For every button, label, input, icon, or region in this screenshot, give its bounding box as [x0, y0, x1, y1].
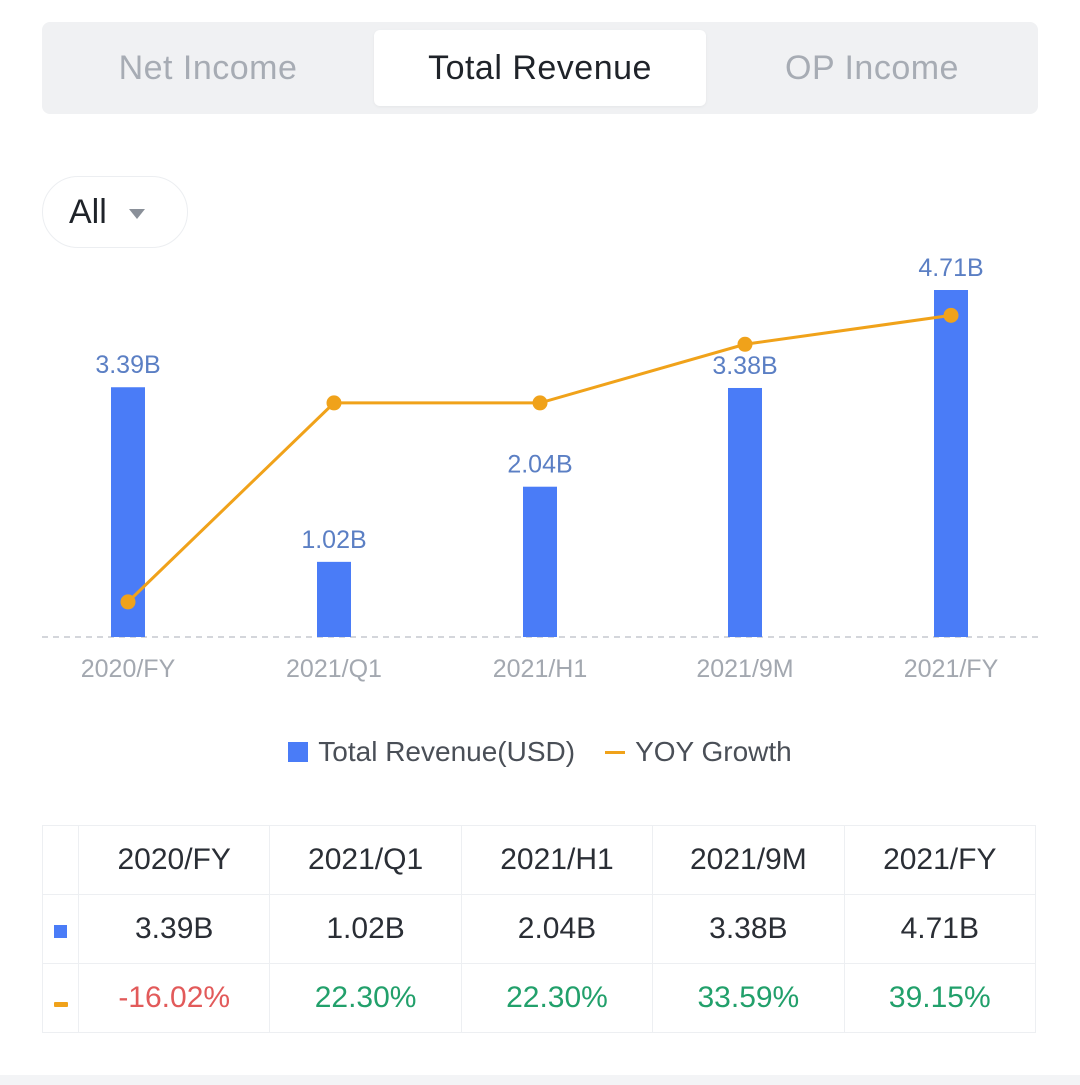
bar-2021-q1[interactable]: [317, 561, 351, 637]
bar-label-2020-fy: 3.39B: [95, 351, 160, 379]
table-header-cell: 2021/9M: [652, 825, 845, 895]
table-cell: 33.59%: [652, 963, 845, 1033]
tab-total-revenue[interactable]: Total Revenue: [374, 30, 706, 106]
bar-label-2021-q1: 1.02B: [301, 526, 366, 554]
bar-2021-h1[interactable]: [523, 486, 557, 637]
yoy-point-2021-q1[interactable]: [326, 395, 342, 411]
table-header-row: 2020/FY 2021/Q1 2021/H1 2021/9M 2021/FY: [42, 825, 1037, 895]
table-cell: 22.30%: [460, 963, 654, 1033]
table-cell: 2.04B: [460, 894, 654, 964]
chart-legend: Total Revenue(USD) YOY Growth: [0, 730, 1080, 774]
yoy-point-2020-fy[interactable]: [120, 594, 136, 610]
yoy-point-2021-fy[interactable]: [943, 307, 959, 323]
legend-item-yoy[interactable]: YOY Growth: [589, 736, 792, 768]
x-tick-label-2021-q1: 2021/Q1: [286, 655, 382, 683]
caret-down-icon: [128, 209, 145, 219]
table-cell: 3.39B: [77, 894, 271, 964]
table-row-revenue: 3.39B 1.02B 2.04B 3.38B 4.71B: [42, 894, 1037, 964]
x-tick-label-2021-9m: 2021/9M: [696, 655, 793, 683]
bar-label-2021-9m: 3.38B: [712, 352, 777, 380]
tab-op-income[interactable]: OP Income: [785, 48, 959, 87]
legend-swatch-revenue: [288, 742, 309, 762]
table-cell: 22.30%: [269, 963, 462, 1033]
bar-label-2021-fy: 4.71B: [918, 254, 983, 282]
bar-label-2021-h1: 2.04B: [507, 451, 572, 479]
yoy-point-2021-9m[interactable]: [737, 336, 753, 352]
table-cell: 4.71B: [843, 894, 1037, 964]
table-corner-cell: [42, 825, 79, 895]
x-tick-label-2020-fy: 2020/FY: [81, 655, 176, 683]
bar-2021-fy[interactable]: [934, 290, 968, 637]
legend-item-revenue[interactable]: Total Revenue(USD): [288, 736, 575, 768]
table-cell: -16.02%: [77, 963, 271, 1033]
table-header-cell: 2021/Q1: [269, 825, 462, 895]
bottom-divider: [0, 1075, 1080, 1085]
table-cell: 3.38B: [652, 894, 845, 964]
table-cell: 39.15%: [843, 963, 1037, 1033]
table-header-cell: 2020/FY: [77, 825, 271, 895]
table-header-cell: 2021/FY: [843, 825, 1037, 895]
revenue-chart: 3.39B 1.02B 2.04B 3.38B 4.71B 2020/FY 2021/Q1…: [42, 254, 1038, 683]
table-header-cell: 2021/H1: [460, 825, 654, 895]
table-cell: 1.02B: [269, 894, 462, 964]
yoy-point-2021-h1[interactable]: [532, 395, 548, 411]
metric-tabs: Net Income Total Revenue OP Income: [42, 22, 1038, 114]
revenue-marker-icon: [54, 925, 67, 938]
data-table: 2020/FY 2021/Q1 2021/H1 2021/9M 2021/FY …: [42, 825, 1037, 1033]
x-tick-label-2021-h1: 2021/H1: [493, 655, 588, 683]
legend-label-yoy: YOY Growth: [635, 736, 792, 767]
tab-net-income[interactable]: Net Income: [118, 48, 298, 87]
yoy-marker-icon: [53, 1002, 68, 1007]
period-range-dropdown[interactable]: All: [42, 176, 188, 248]
legend-label-revenue: Total Revenue(USD): [318, 736, 576, 767]
x-tick-label-2021-fy: 2021/FY: [904, 655, 999, 683]
revenue-row-marker: [42, 894, 79, 964]
period-range-label: All: [69, 192, 107, 231]
yoy-row-marker: [42, 963, 79, 1033]
table-row-yoy: -16.02% 22.30% 22.30% 33.59% 39.15%: [42, 963, 1037, 1033]
bar-2021-9m[interactable]: [728, 387, 762, 637]
legend-swatch-yoy: [605, 750, 626, 754]
